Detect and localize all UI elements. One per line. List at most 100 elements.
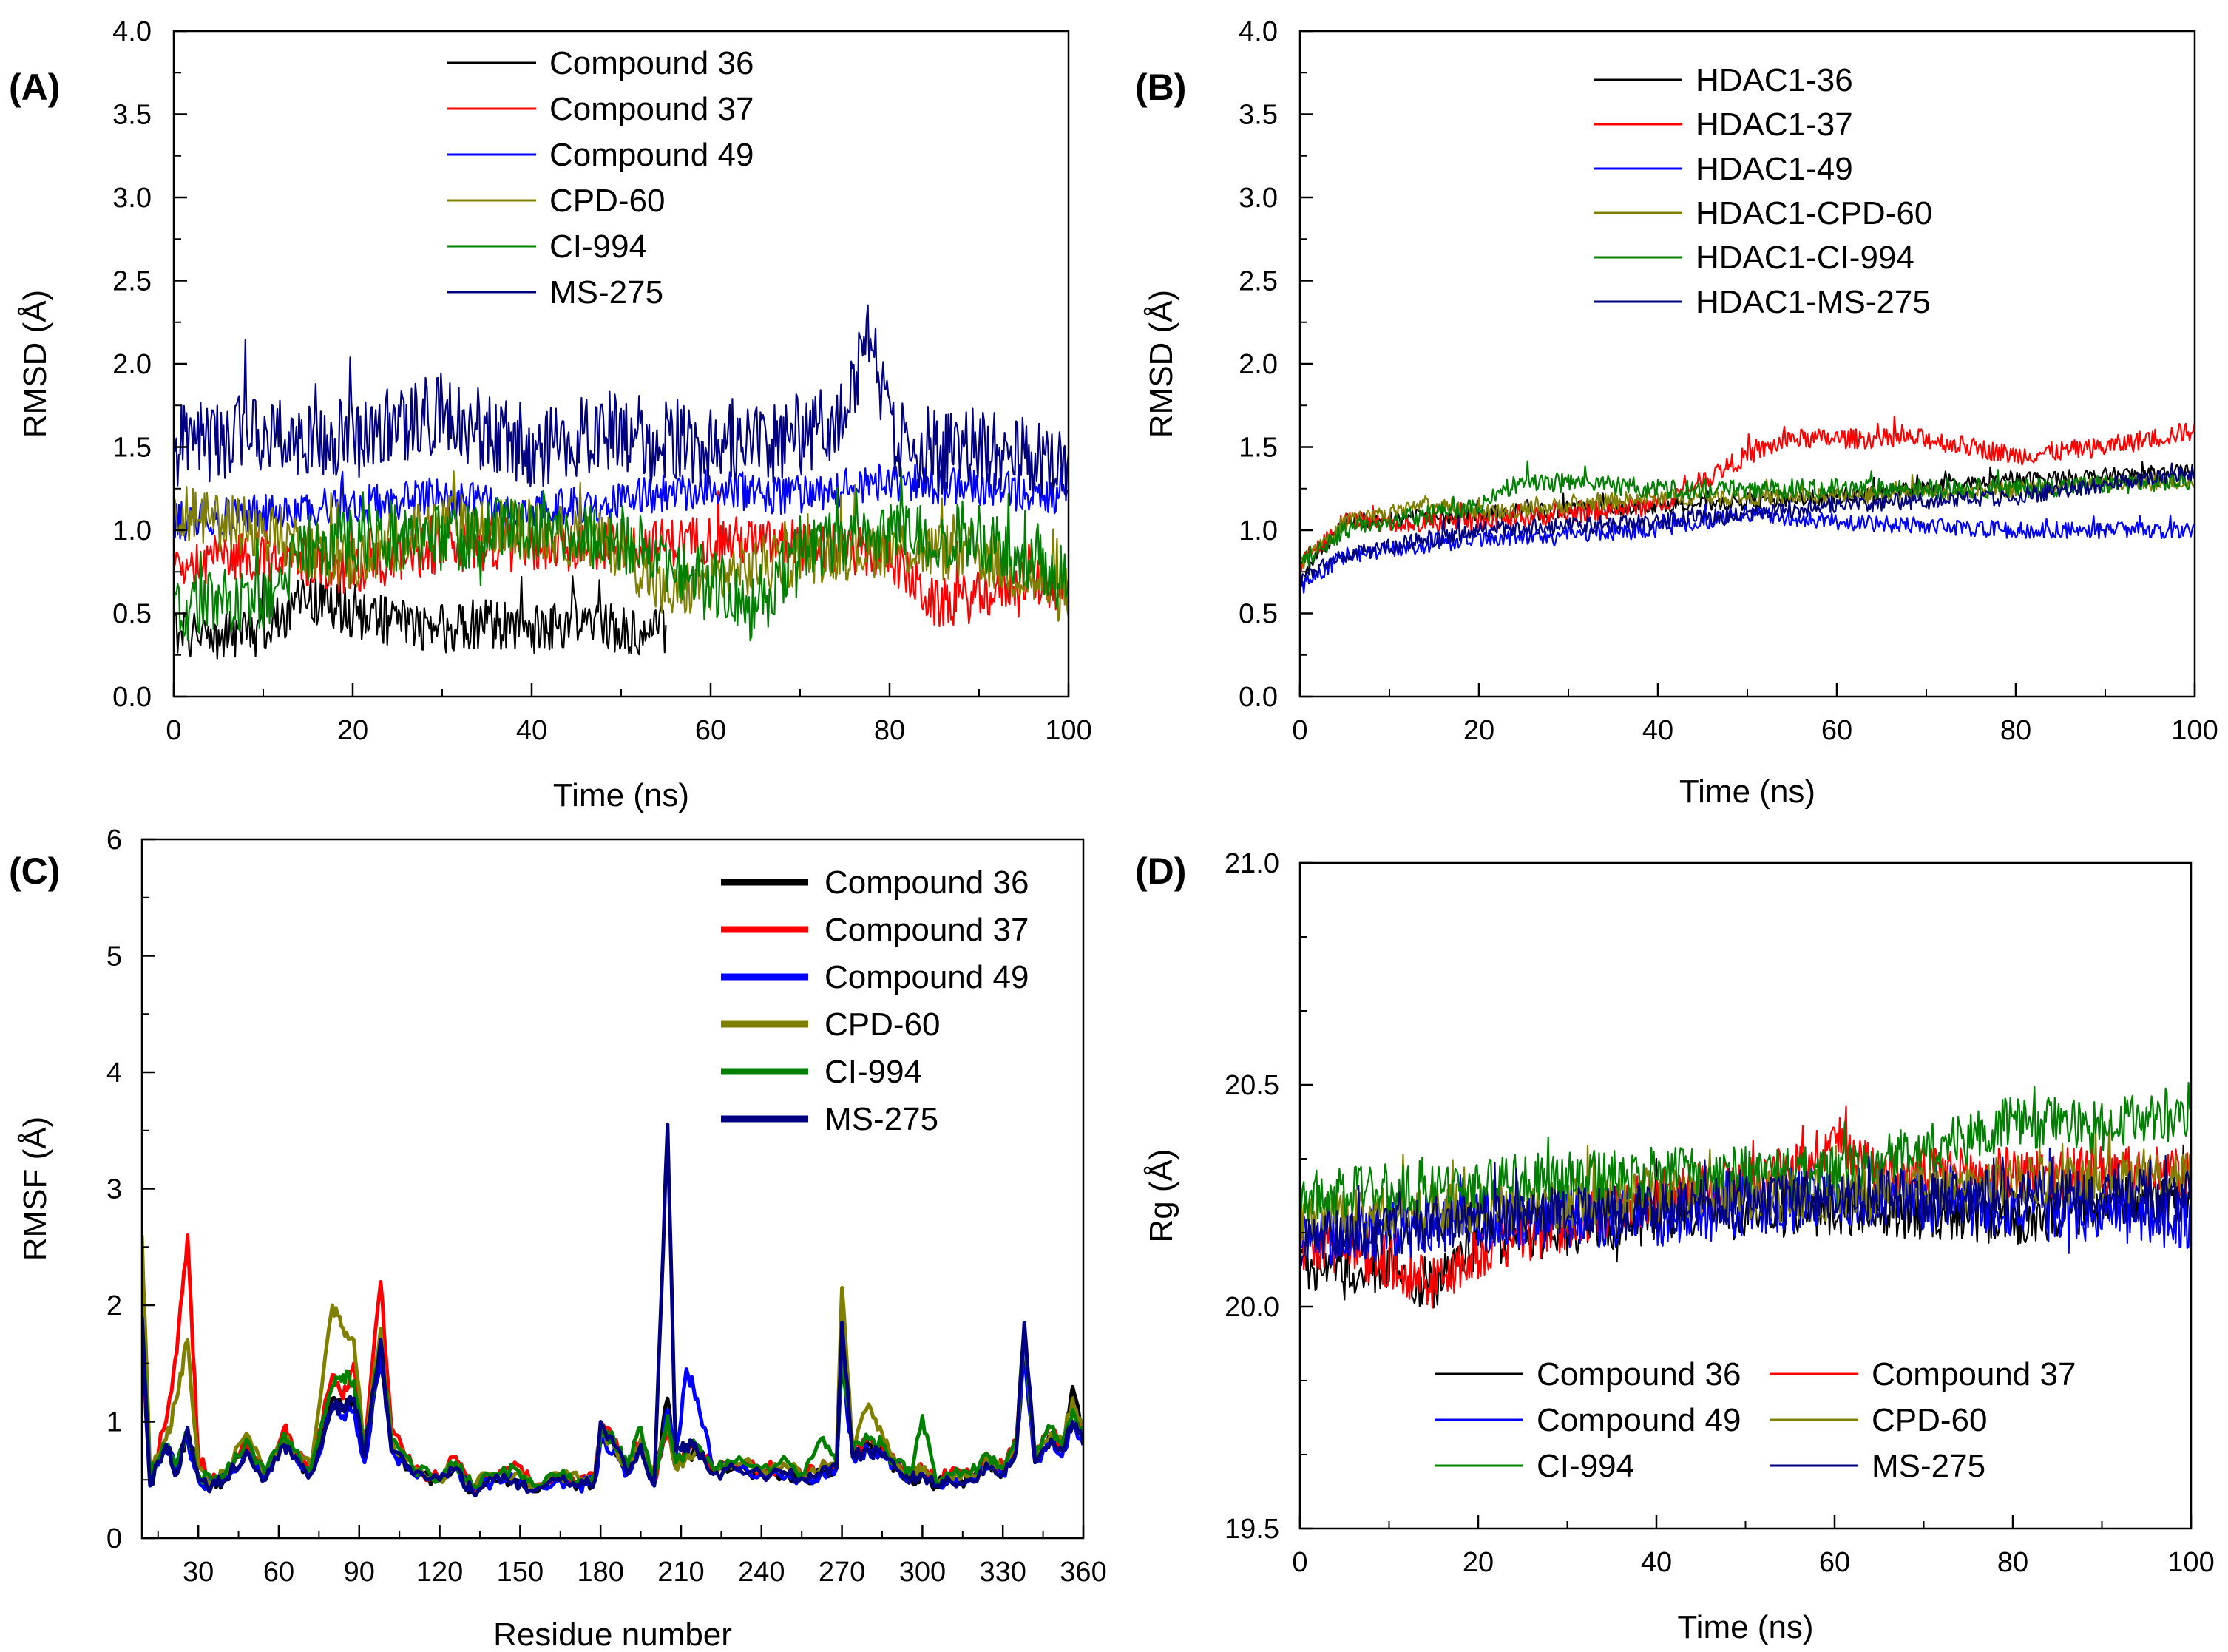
y-tick-label: 0.0 [1239,682,1278,713]
x-tick-label: 80 [874,715,905,746]
plot-area [174,304,1069,660]
y-axis-title: RMSD (Å) [1143,290,1179,438]
x-tick-label: 20 [1463,1547,1494,1578]
y-tick-label: 0.5 [1239,599,1278,630]
y-tick-label: 3 [106,1174,122,1205]
legend: Compound 36 Compound 37 Compound 49 CPD-60 C… [721,864,1029,1137]
x-tick-label: 100 [1045,715,1091,746]
x-tick-label: 270 [819,1557,865,1588]
y-tick-label: 19.5 [1225,1514,1279,1545]
panel-label: (C) [9,850,60,892]
y-axis-title: RMSF (Å) [17,1117,53,1262]
x-tick-label: 360 [1060,1557,1106,1588]
x-tick-label: 100 [2171,715,2218,746]
x-tick-label: 90 [344,1557,375,1588]
y-axis-title: Rg (Å) [1143,1148,1179,1242]
x-tick-label: 40 [1642,715,1673,746]
series-line-ci-994 [174,467,1069,642]
y-tick-label: 20.0 [1225,1292,1279,1323]
series-line-hdac1-ms-275 [1300,462,2195,588]
legend-label: Compound 37 [1872,1356,2076,1392]
legend-label: HDAC1-CPD-60 [1696,195,1932,231]
x-tick-label: 180 [577,1557,623,1588]
y-tick-label: 3.5 [1239,100,1278,131]
x-tick-label: 210 [657,1557,704,1588]
x-tick-label: 150 [497,1557,544,1588]
y-tick-label: 4.0 [1239,16,1278,47]
legend-label: Compound 49 [825,959,1029,995]
legend-label: Compound 36 [549,45,754,81]
x-tick-label: 30 [183,1557,214,1588]
legend-label: HDAC1-37 [1696,106,1853,143]
series-line-compound-36 [174,571,667,660]
y-tick-label: 20.5 [1225,1070,1279,1101]
legend-label: CPD-60 [825,1006,941,1043]
y-tick-label: 2 [106,1290,122,1321]
chart-panel-a: 0.0 0.5 1.0 1.5 2.0 2.5 3.0 3.5 4.0 0 20 40 60 80 100 T… [9,16,1092,813]
panel-label: (A) [9,67,60,108]
x-tick-label: 100 [2167,1547,2214,1578]
x-tick-label: 240 [738,1557,785,1588]
legend: Compound 36 Compound 37 Compound 49 CPD-60 C… [447,45,754,311]
x-axis-title: Time (ns) [1679,773,1815,810]
series-line-compound-49 [142,1328,1083,1494]
x-tick-label: 80 [1997,1547,2028,1578]
plot-area [1300,1081,2191,1309]
x-tick-label: 40 [1641,1547,1672,1578]
chart-panel-c: 0 1 2 3 4 5 6 30 60 90 120 150 180 210 240 270 300 330 360… [9,825,1107,1652]
legend-label: MS-275 [549,274,663,311]
legend-label: CPD-60 [1872,1402,1988,1438]
y-tick-label: 2.0 [112,349,152,380]
x-tick-label: 20 [1463,715,1494,746]
panel-label: (D) [1135,850,1186,892]
y-tick-label: 0.0 [112,682,152,713]
x-tick-label: 60 [695,715,726,746]
legend-label: HDAC1-36 [1696,62,1853,98]
y-tick-label: 1 [106,1407,122,1438]
legend-label: Compound 49 [1537,1402,1741,1438]
y-tick-label: 3.0 [112,183,152,214]
legend-label: Compound 49 [549,137,754,173]
series-line-ci-994 [142,1316,1083,1490]
legend-label: HDAC1-49 [1696,151,1853,187]
x-tick-label: 40 [516,715,547,746]
y-tick-label: 21.0 [1225,848,1279,879]
y-tick-label: 0 [106,1523,122,1554]
chart-panel-d: 19.5 20.0 20.5 21.0 0 20 40 60 80 100 Time (ns) Rg … [1135,848,2215,1645]
x-tick-label: 0 [1292,1547,1307,1578]
x-tick-label: 80 [2000,715,2031,746]
y-axis-title: RMSD (Å) [17,290,53,438]
y-tick-label: 4.0 [112,16,152,47]
x-tick-label: 120 [416,1557,463,1588]
y-tick-label: 0.5 [112,599,152,630]
series-line-ms-275 [1300,1154,2191,1267]
legend-label: HDAC1-CI-994 [1696,240,1914,276]
y-tick-label: 1.5 [1239,433,1278,464]
y-tick-label: 2.0 [1239,349,1278,380]
y-tick-label: 6 [106,825,122,856]
x-tick-label: 20 [337,715,368,746]
y-tick-label: 4 [106,1057,122,1089]
legend-label: CI-994 [1537,1448,1634,1484]
legend-label: CPD-60 [549,183,666,219]
x-tick-label: 0 [166,715,181,746]
x-axis-title: Residue number [493,1617,732,1652]
y-tick-label: 2.5 [112,266,152,297]
legend-label: Compound 36 [825,864,1029,901]
x-tick-label: 300 [899,1557,946,1588]
plot-area [1300,415,2195,594]
legend: HDAC1-36 HDAC1-37 HDAC1-49 HDAC1-CPD-60 HDAC… [1594,62,1932,320]
series-line-ci-994 [1300,1081,2191,1222]
chart-panel-b: 0.0 0.5 1.0 1.5 2.0 2.5 3.0 3.5 4.0 0 20 40 60 80 100 T… [1135,16,2218,810]
series-line-hdac1-ci-994 [1300,460,2195,567]
series-line-ms-275 [174,304,1069,501]
legend-label: Compound 37 [549,91,754,127]
series-line-ms-275 [142,1123,1083,1498]
series-line-compound-36 [142,1315,1083,1495]
y-tick-label: 3.0 [1239,183,1278,214]
legend-label: Compound 37 [825,912,1029,948]
plot-area [142,1123,1083,1498]
y-tick-label: 1.5 [112,433,152,464]
x-tick-label: 330 [979,1557,1026,1588]
